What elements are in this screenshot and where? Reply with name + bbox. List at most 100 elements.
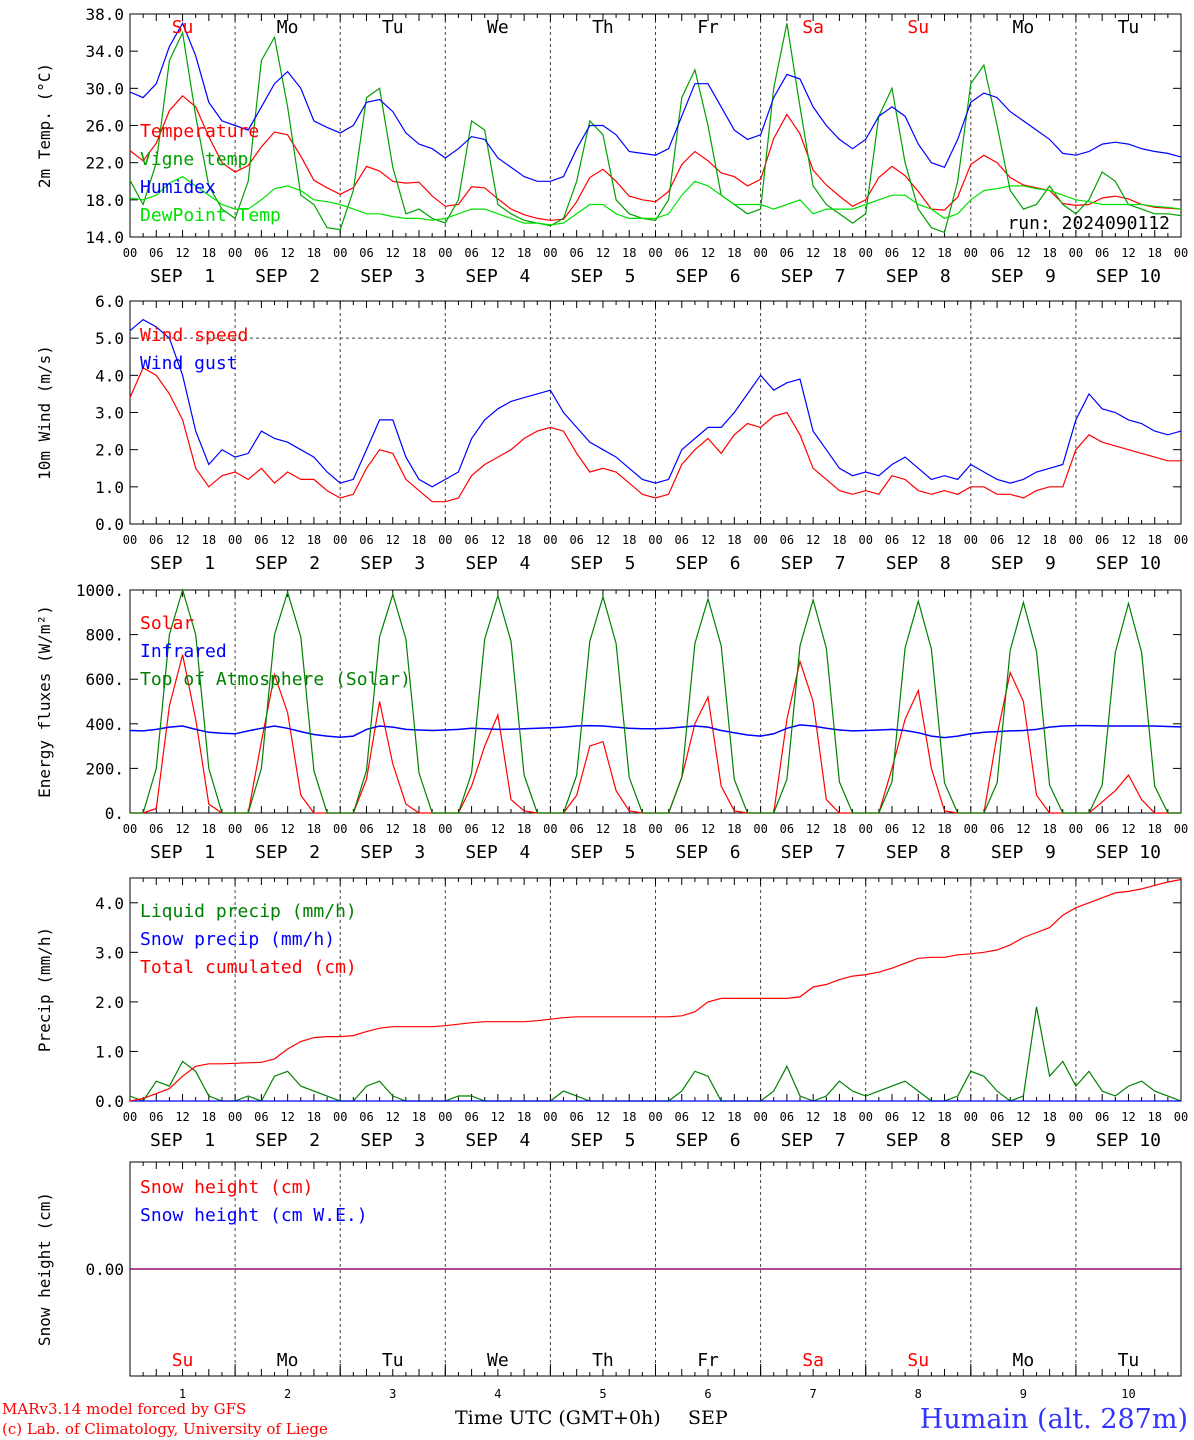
series-line-infrared (129, 724, 1182, 739)
y-axis-title: Snow height (cm) (35, 1192, 54, 1346)
date-label: SEP 2 (255, 1130, 320, 1151)
date-label: SEP 1 (150, 1130, 215, 1151)
hour-tick-label: 12 (596, 533, 610, 547)
hour-tick-label: 18 (202, 246, 216, 260)
hour-tick-label: 18 (412, 246, 426, 260)
date-label: SEP 2 (255, 553, 320, 574)
hour-tick-label: 18 (517, 533, 531, 547)
hour-tick-label: 06 (780, 822, 794, 836)
day-of-week-label: We (487, 1350, 509, 1371)
legend-entry: Humidex (140, 177, 216, 198)
date-label: SEP 4 (465, 553, 530, 574)
date-label: SEP 7 (781, 1130, 846, 1151)
hour-tick-label: 00 (1174, 1110, 1188, 1124)
hour-tick-label: 12 (1121, 533, 1135, 547)
y-tick-label: 18.0 (85, 191, 124, 210)
hour-tick-label: 06 (780, 533, 794, 547)
y-tick-label: 0.0 (95, 1092, 124, 1111)
hour-tick-label: 18 (202, 533, 216, 547)
date-label: SEP 1 (150, 842, 215, 863)
hour-tick-label: 06 (780, 1110, 794, 1124)
series-line-dewpoint-temp (129, 175, 1182, 226)
hour-tick-label: 00 (333, 822, 347, 836)
hour-tick-label: 06 (254, 533, 268, 547)
day-number: 5 (599, 1387, 606, 1401)
hour-tick-label: 18 (1147, 246, 1161, 260)
hour-tick-label: 12 (596, 822, 610, 836)
hour-tick-label: 12 (806, 822, 820, 836)
hour-tick-label: 18 (202, 822, 216, 836)
hour-tick-label: 12 (280, 246, 294, 260)
hour-tick-label: 06 (885, 533, 899, 547)
hour-tick-label: 12 (701, 246, 715, 260)
date-label: SEP 6 (676, 266, 741, 287)
hour-tick-label: 00 (543, 246, 557, 260)
y-tick-label: 4.0 (95, 366, 124, 385)
panel-4: 0.0 1.0 2.0 3.0 4.0 Precip (mm/h) Liquid preci… (35, 877, 1188, 1151)
legend-entry: Snow height (cm) (140, 1177, 313, 1198)
hour-tick-label: 18 (727, 1110, 741, 1124)
hour-tick-label: 12 (911, 533, 925, 547)
hour-tick-label: 00 (648, 822, 662, 836)
hour-tick-label: 12 (280, 822, 294, 836)
date-label: SEP 5 (570, 266, 635, 287)
hour-tick-label: 18 (517, 246, 531, 260)
day-of-week-label: Tu (1118, 1350, 1140, 1371)
date-label: SEP 9 (991, 842, 1056, 863)
y-tick-label: 34.0 (85, 42, 124, 61)
hour-tick-label: 00 (228, 1110, 242, 1124)
hour-tick-label: 06 (675, 822, 689, 836)
hour-tick-label: 06 (149, 246, 163, 260)
day-number: 2 (284, 1387, 291, 1401)
hour-tick-label: 12 (491, 822, 505, 836)
hour-tick-label: 06 (675, 246, 689, 260)
legend-entry: Temperature (140, 121, 259, 142)
hour-tick-label: 12 (701, 822, 715, 836)
hour-tick-label: 12 (596, 1110, 610, 1124)
date-label: SEP 6 (676, 1130, 741, 1151)
date-label: SEP 8 (886, 842, 951, 863)
hour-tick-label: 06 (359, 533, 373, 547)
run-annotation: run: 2024090112 (1007, 213, 1170, 234)
hour-tick-label: 00 (333, 1110, 347, 1124)
hour-tick-label: 12 (280, 1110, 294, 1124)
y-tick-label: 0.0 (95, 515, 124, 534)
legend-entry: Solar (140, 613, 194, 634)
hour-tick-label: 12 (911, 246, 925, 260)
hour-tick-label: 18 (937, 246, 951, 260)
hour-tick-label: 00 (1069, 533, 1083, 547)
hour-tick-label: 18 (412, 822, 426, 836)
hour-tick-label: 06 (149, 533, 163, 547)
hour-tick-label: 18 (1147, 822, 1161, 836)
date-label: SEP 4 (465, 842, 530, 863)
hour-tick-label: 18 (622, 822, 636, 836)
legend-entry: Infrared (140, 641, 227, 662)
hour-tick-label: 06 (359, 822, 373, 836)
hour-tick-label: 00 (438, 246, 452, 260)
hour-tick-label: 00 (964, 822, 978, 836)
hour-tick-label: 06 (149, 1110, 163, 1124)
hour-tick-label: 18 (1042, 1110, 1056, 1124)
hour-tick-label: 00 (648, 533, 662, 547)
legend-entry: DewPoint Temp (140, 205, 281, 226)
hour-tick-label: 00 (964, 533, 978, 547)
hour-tick-label: 12 (386, 822, 400, 836)
hour-tick-label: 06 (675, 533, 689, 547)
hour-tick-label: 18 (1042, 246, 1056, 260)
hour-tick-label: 12 (1016, 822, 1030, 836)
hour-tick-label: 18 (727, 246, 741, 260)
legend-entry: Snow height (cm W.E.) (140, 1205, 368, 1226)
legend-entry: Vigne temp (140, 149, 248, 170)
hour-tick-label: 00 (123, 1110, 137, 1124)
day-of-week-label: Tu (382, 17, 404, 38)
hour-tick-label: 12 (701, 1110, 715, 1124)
date-label: SEP 5 (570, 842, 635, 863)
date-label: SEP 8 (886, 266, 951, 287)
hour-tick-label: 00 (1069, 1110, 1083, 1124)
hour-tick-label: 12 (491, 1110, 505, 1124)
date-label: SEP 9 (991, 553, 1056, 574)
hour-tick-label: 06 (1095, 533, 1109, 547)
hour-tick-label: 00 (333, 246, 347, 260)
day-of-week-label: Fr (697, 1350, 719, 1371)
